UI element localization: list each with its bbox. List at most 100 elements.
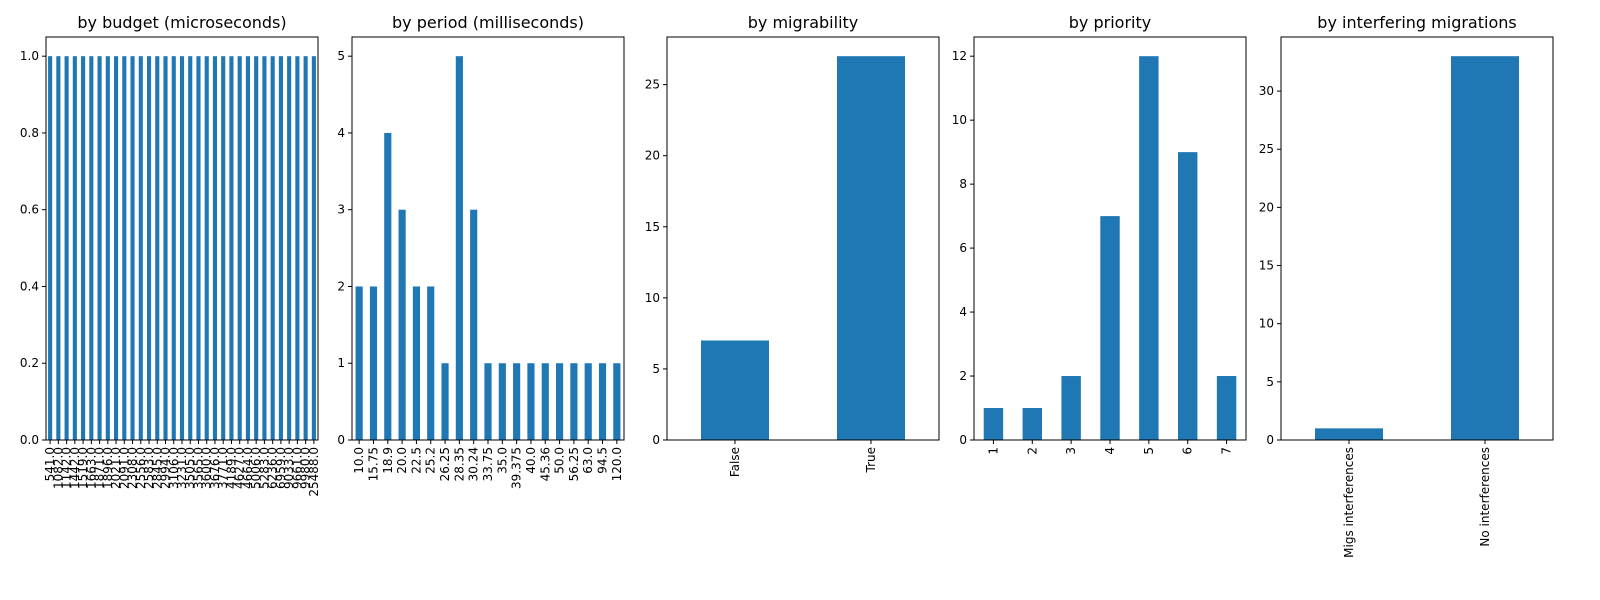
bar	[138, 56, 143, 440]
x-tick-label: 1142.0	[60, 447, 74, 489]
chart-panel-5: by interfering migrations Migs interferen…	[1259, 13, 1554, 558]
chart-title: by priority	[1069, 13, 1151, 32]
x-tick-label: 1	[986, 447, 1000, 455]
y-tick-label: 25	[1259, 142, 1274, 156]
y-tick-label: 2	[959, 369, 967, 383]
y-tick-label: 0.0	[20, 433, 39, 447]
axes-frame	[1280, 36, 1554, 441]
bar	[369, 286, 378, 440]
x-tick-label: 6959.0	[274, 447, 288, 489]
y-tick-label: 10	[645, 291, 660, 305]
bar	[837, 56, 905, 440]
bar	[1139, 56, 1159, 440]
y-tick-label: 5	[1266, 375, 1274, 389]
y-tick-label: 25	[645, 78, 660, 92]
y-tick-label: 6	[959, 241, 967, 255]
y-tick-label: 30	[1259, 84, 1274, 98]
bar	[598, 363, 607, 440]
chart-title: by migrability	[748, 13, 859, 32]
x-tick-label: 2556.0	[134, 447, 148, 489]
x-tick-label: 25488.0	[307, 447, 321, 497]
y-tick-label: 2	[337, 279, 345, 293]
x-tick-label: 3771.0	[216, 447, 230, 489]
x-tick-label: 1519.0	[76, 447, 90, 489]
axes-frame	[973, 36, 1247, 441]
y-tick-label: 20	[645, 149, 660, 163]
x-tick-label: 1082.0	[51, 447, 65, 489]
bar	[155, 56, 160, 440]
y-tick-label: 0	[959, 433, 967, 447]
y-tick-label: 15	[645, 220, 660, 234]
x-tick-label: 2091.0	[117, 447, 131, 489]
x-tick-label: 2021.0	[109, 447, 123, 489]
bar	[212, 56, 218, 440]
x-tick-label: 18.9	[381, 447, 395, 474]
x-tick-label: 40.0	[524, 447, 538, 474]
bar	[229, 56, 234, 440]
bar	[303, 56, 308, 440]
bar	[498, 363, 506, 440]
bar	[204, 56, 209, 440]
x-tick-label: 3	[1064, 447, 1078, 455]
y-tick-label: 0.6	[20, 203, 39, 217]
x-tick-label: 9033.0	[282, 447, 296, 489]
x-tick-label: No interferences	[1478, 447, 1492, 547]
chart-title: by budget (microseconds)	[77, 13, 286, 32]
x-tick-label: 22.5	[409, 447, 423, 474]
bar	[48, 56, 53, 440]
y-tick-label: 3	[337, 203, 345, 217]
bar	[171, 56, 176, 440]
y-tick-label: 5	[337, 49, 345, 63]
bar	[163, 56, 168, 440]
bar	[122, 56, 127, 440]
bar	[270, 56, 275, 440]
chart-panel-3: by migrability False True 0 5 10 15 20 25	[645, 13, 940, 477]
x-tick-label: 20.0	[395, 447, 409, 474]
x-tick-label: 541.0	[43, 447, 57, 481]
bar	[89, 56, 94, 440]
x-tick-label: 1871.0	[93, 447, 107, 489]
x-tick-label: 5006.0	[249, 447, 263, 489]
x-tick-label: 2845.0	[150, 447, 164, 489]
bar	[470, 209, 478, 440]
y-tick-label: 10	[952, 113, 967, 127]
bar	[484, 363, 492, 440]
chart-title: by period (milliseconds)	[392, 13, 584, 32]
x-tick-label: True	[864, 447, 878, 474]
x-tick-label: 4189.0	[224, 447, 238, 489]
bar	[114, 56, 119, 440]
y-tick-label: 0.4	[20, 279, 39, 293]
x-tick-label: 3505.0	[183, 447, 197, 489]
x-tick-label: 25.2	[424, 447, 438, 474]
x-tick-label: Migs interferences	[1342, 447, 1356, 558]
bar	[1315, 428, 1383, 440]
bar	[570, 363, 578, 440]
bar	[188, 56, 193, 440]
x-tick-label: 15.75	[366, 447, 380, 481]
bar	[556, 363, 564, 440]
bar	[1061, 376, 1081, 440]
x-tick-label: 63.0	[581, 447, 595, 474]
bar	[541, 363, 549, 440]
x-tick-label: 5283.0	[257, 447, 271, 489]
x-tick-label: 7	[1220, 447, 1234, 455]
bar	[254, 56, 259, 440]
x-tick-label: 4627.0	[233, 447, 247, 489]
y-tick-label: 1	[337, 356, 345, 370]
bar	[441, 363, 449, 440]
bar	[179, 56, 185, 440]
x-tick-label: 33.75	[481, 447, 495, 481]
bar	[245, 56, 250, 440]
bar	[278, 56, 283, 440]
bar	[56, 56, 61, 440]
x-tick-label: 1896.0	[101, 447, 115, 489]
y-tick-label: 8	[959, 177, 967, 191]
y-tick-label: 0	[1266, 433, 1274, 447]
x-tick-label: 1442.0	[68, 447, 82, 489]
x-tick-label: 2583.0	[142, 447, 156, 489]
x-tick-label: 50.0	[553, 447, 567, 474]
bar	[1178, 152, 1198, 440]
bar	[1451, 56, 1519, 440]
